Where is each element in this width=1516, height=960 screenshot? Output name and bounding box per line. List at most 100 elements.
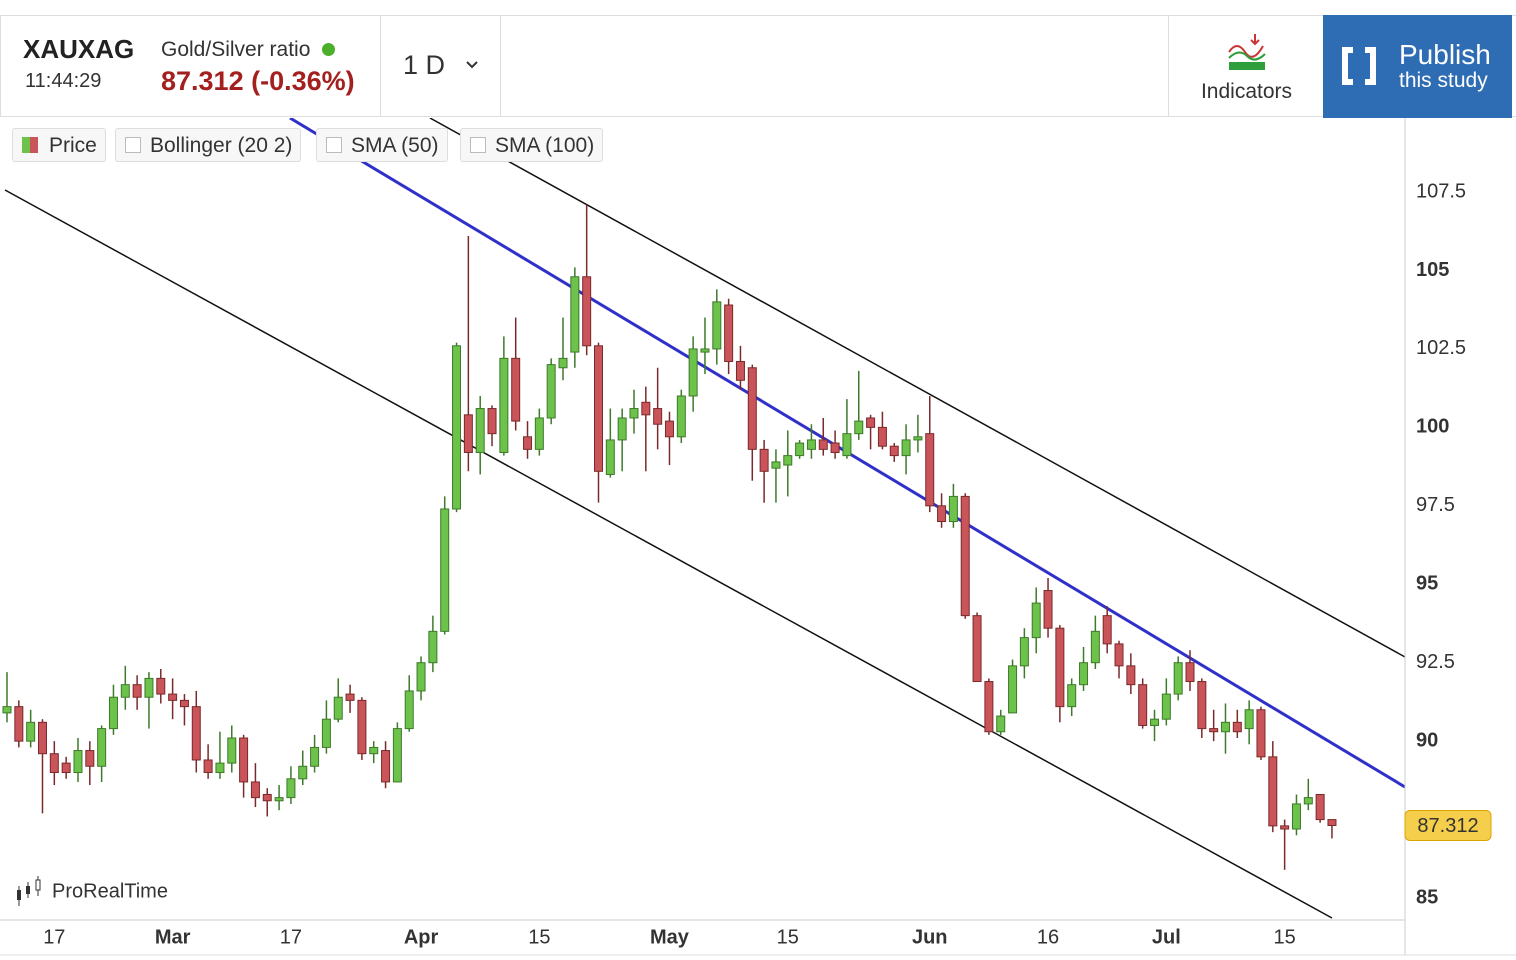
checkbox <box>125 137 141 153</box>
candle-body <box>1031 602 1041 639</box>
toggle[interactable]: SMA (100) <box>460 128 604 162</box>
publish-label: Publish <box>1399 39 1491 70</box>
candle-body <box>582 276 592 347</box>
candle-body <box>558 357 568 369</box>
candle-body <box>1055 627 1065 708</box>
x-tick-label: 17 <box>280 926 302 948</box>
symbol: XAUXAG <box>23 34 135 64</box>
candle-body <box>26 721 36 742</box>
candle-body <box>1315 793 1325 821</box>
candle-body <box>617 417 627 441</box>
x-tick-label: 15 <box>1274 926 1296 948</box>
chevron <box>466 61 478 69</box>
candle-body <box>712 301 722 350</box>
toggle-label: Bollinger (20 2) <box>150 134 293 157</box>
y-tick-label: 85 <box>1416 886 1438 908</box>
candle-body <box>594 345 603 472</box>
candle-body <box>191 706 201 761</box>
publish-sublabel: this study <box>1399 69 1488 92</box>
toggle[interactable]: Bollinger (20 2) <box>115 128 302 162</box>
candle-body <box>641 401 651 416</box>
candle-body <box>1220 721 1230 733</box>
candle-body <box>487 408 497 435</box>
header-bar <box>0 15 1516 117</box>
candle-body <box>1161 693 1171 720</box>
x-tick-label: 16 <box>1037 926 1059 948</box>
candle-body <box>948 495 958 523</box>
candle-body <box>1232 721 1242 733</box>
candle-body <box>806 439 816 450</box>
candle-body <box>215 762 225 774</box>
x-tick-label: Mar <box>155 926 191 948</box>
legend-price[interactable]: Price <box>12 128 106 162</box>
legend-label: Price <box>49 134 97 157</box>
candle-body <box>168 693 178 701</box>
candle-body <box>1244 709 1254 730</box>
candle-body <box>629 408 639 419</box>
y-tick-label: 100 <box>1416 416 1449 438</box>
candle-body <box>381 750 391 783</box>
candle-body <box>759 448 769 472</box>
candle-body <box>2 706 12 714</box>
candle-body <box>345 693 355 701</box>
x-tick-label: Apr <box>404 926 439 948</box>
last-price-badge <box>1404 809 1492 841</box>
candle-body <box>475 408 485 453</box>
watermark: ProRealTime <box>52 880 168 902</box>
candle-body <box>227 737 237 764</box>
candle-body <box>1197 681 1207 730</box>
candle-body <box>357 699 367 755</box>
candle-body <box>960 495 970 617</box>
candle-body <box>889 445 899 457</box>
toggle[interactable]: SMA (50) <box>316 128 448 162</box>
candle-body <box>179 699 189 708</box>
candle-body <box>653 408 663 425</box>
candle-body <box>144 677 154 698</box>
candle-body <box>333 696 343 720</box>
candle-body <box>61 762 71 774</box>
candle-body <box>972 615 982 683</box>
channel-upper <box>429 118 1406 658</box>
interval: 1 D <box>403 50 446 80</box>
candle-body <box>1067 684 1077 708</box>
candle-body <box>499 357 509 453</box>
candle-body <box>1173 662 1183 695</box>
publish-button[interactable]: Publish this study <box>1323 15 1512 118</box>
interval-select[interactable]: 1 D <box>381 15 501 117</box>
name: Gold/Silver ratio <box>161 38 311 61</box>
candle-body <box>440 508 450 632</box>
x-tick-label: 15 <box>528 926 550 948</box>
candle-body <box>854 420 864 435</box>
candle-body <box>1090 630 1100 664</box>
publish-icon <box>1342 47 1376 85</box>
candle-body <box>452 345 462 510</box>
candle-body <box>49 753 59 774</box>
candle-body <box>996 715 1006 733</box>
candle-body <box>132 684 142 698</box>
checkbox <box>326 137 342 153</box>
candle-body <box>416 662 426 692</box>
candle-body <box>1280 825 1290 830</box>
candle-body <box>724 304 734 362</box>
candle-body <box>913 436 923 441</box>
candle-body <box>534 417 544 450</box>
candle-body <box>37 721 47 755</box>
candle-body <box>937 505 947 523</box>
candle-body <box>795 442 805 457</box>
candle-body <box>262 793 272 802</box>
candle-body <box>1150 718 1160 726</box>
candle-body <box>1185 662 1195 683</box>
candle-body <box>700 348 710 353</box>
y-tick-label: 97.5 <box>1416 494 1455 516</box>
candle-body <box>321 718 331 748</box>
toggle-label: SMA (50) <box>351 134 439 157</box>
candle-body <box>866 417 876 428</box>
indicators-button[interactable]: Indicators <box>1168 15 1323 117</box>
candle-body <box>1138 684 1148 726</box>
x-tick-label: Jun <box>912 926 948 948</box>
watermark-icon <box>17 876 41 906</box>
candle-body <box>1079 662 1089 686</box>
y-tick-label: 107.5 <box>1416 180 1466 202</box>
candle-body <box>1209 728 1219 733</box>
candle-body <box>73 750 83 774</box>
